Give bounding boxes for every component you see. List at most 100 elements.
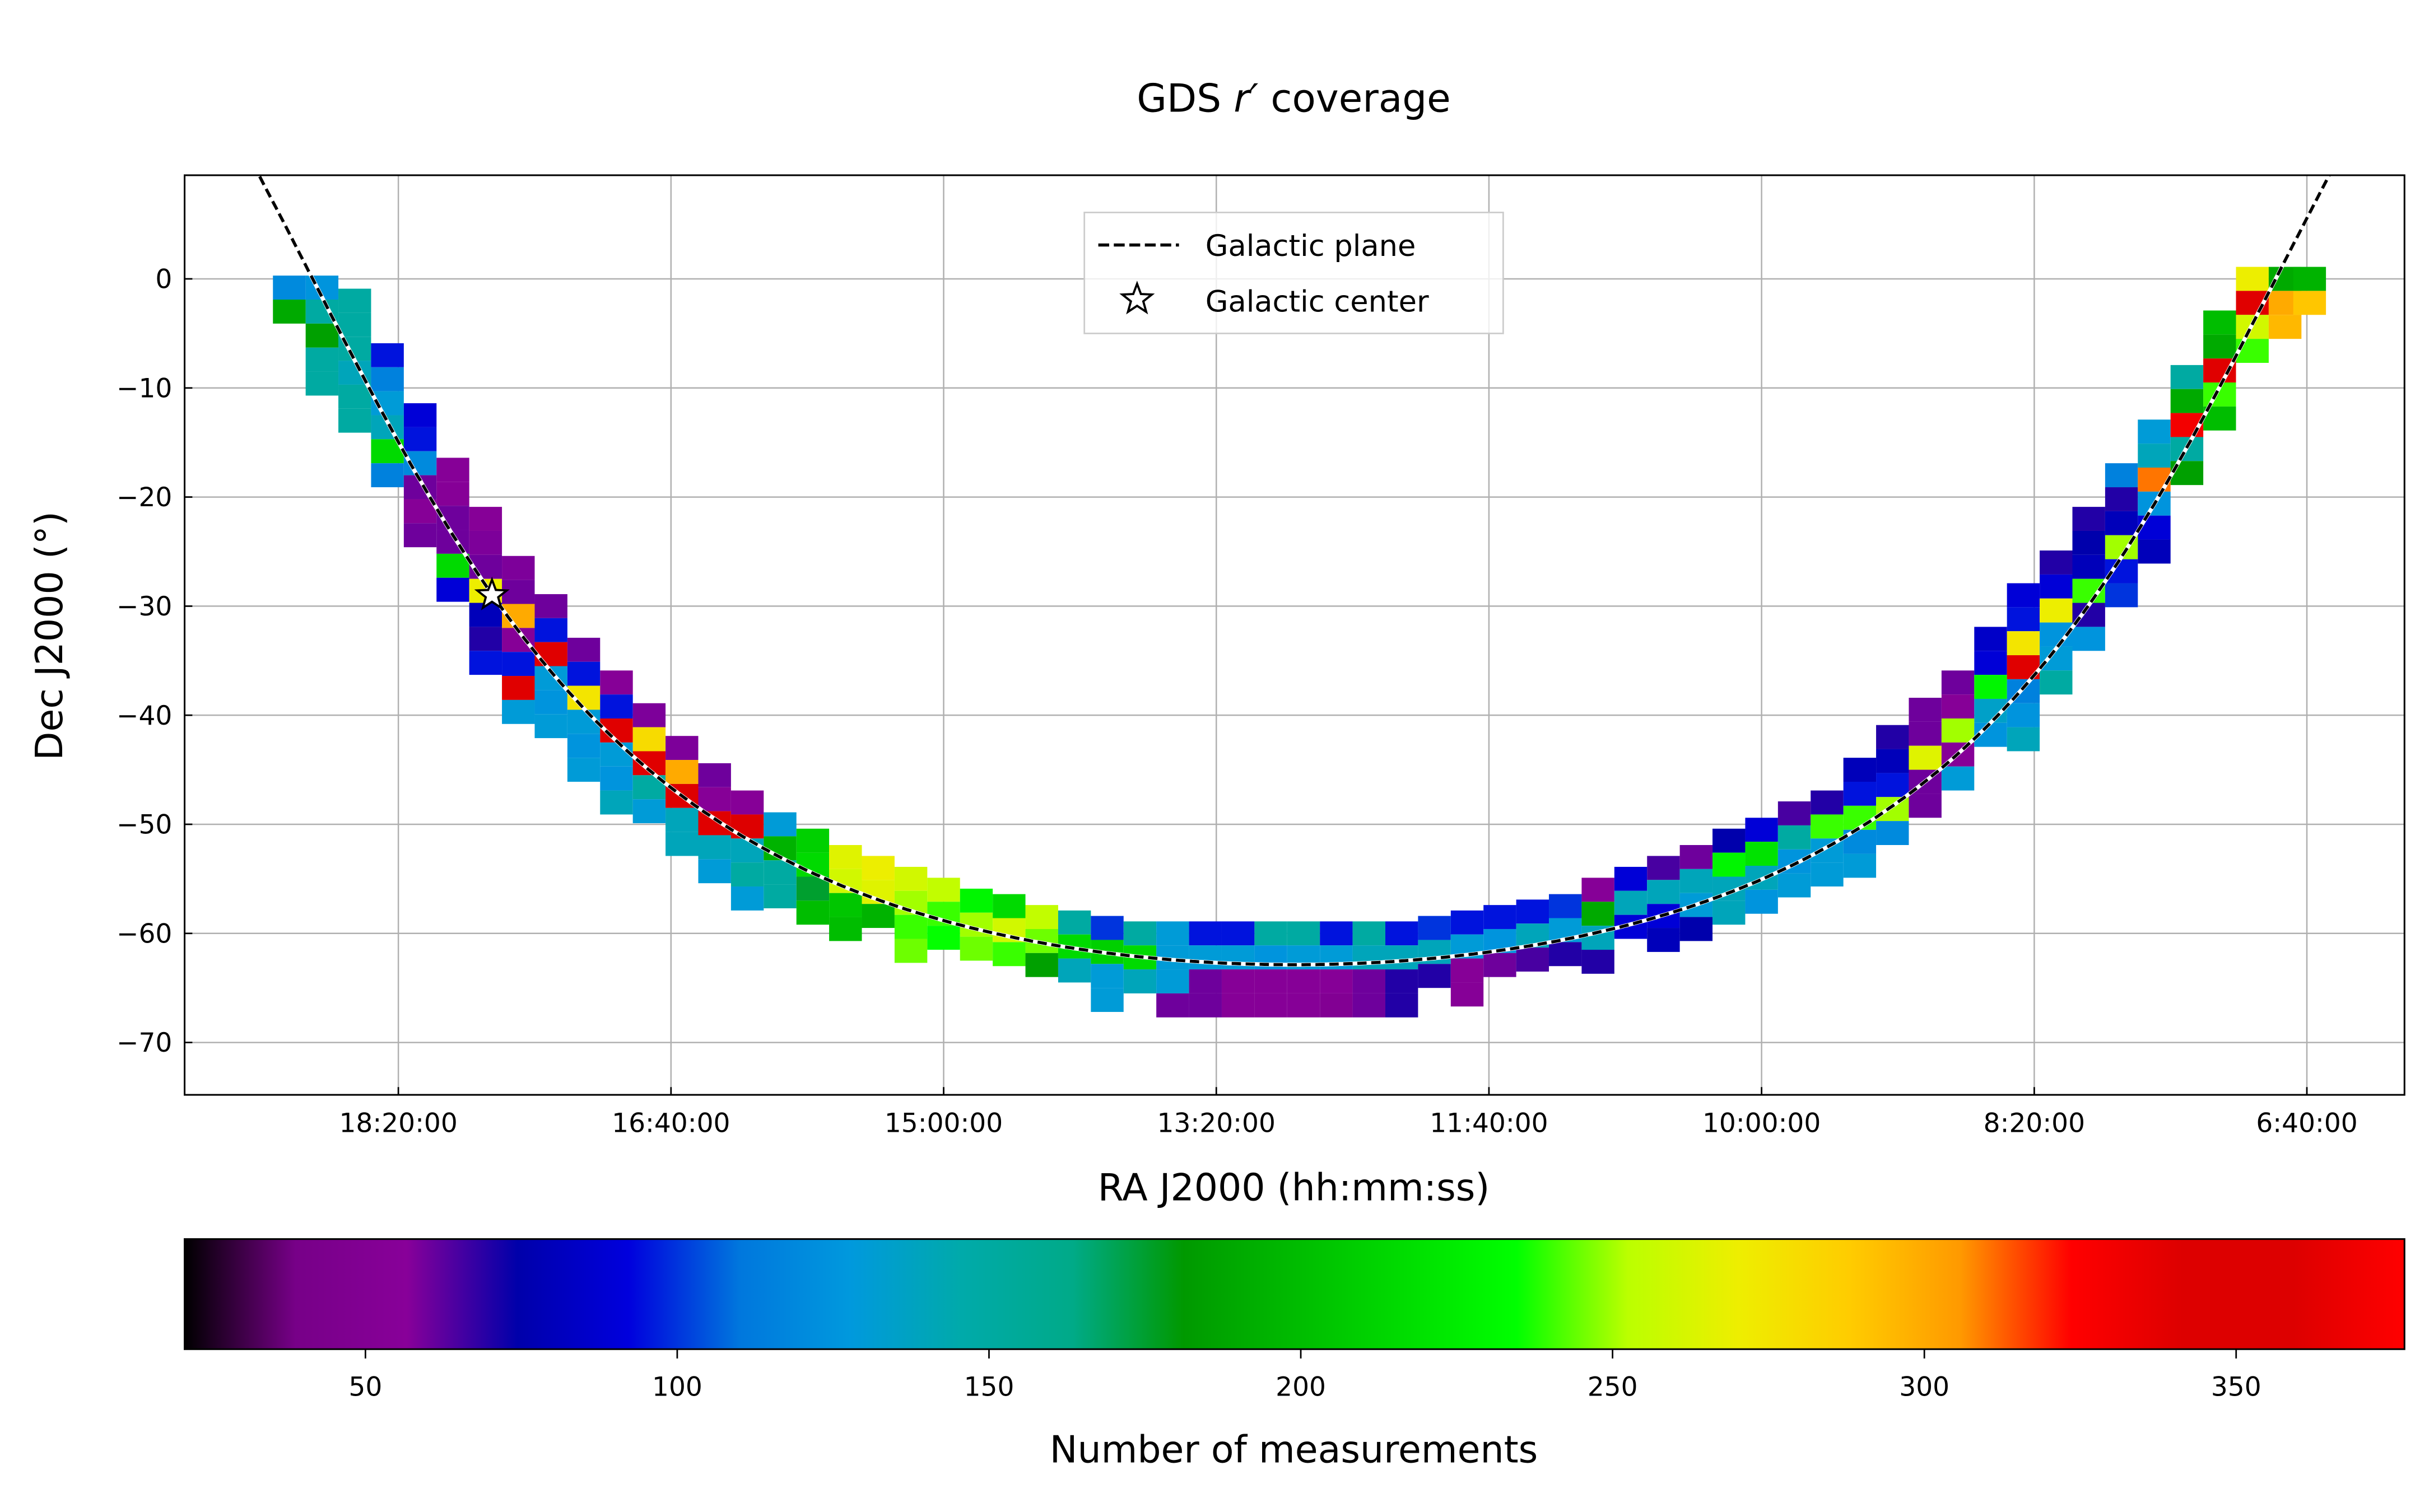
coverage-tile <box>1254 921 1287 946</box>
coverage-tile <box>1581 878 1614 902</box>
coverage-tile <box>2072 627 2105 651</box>
coverage-tile <box>2170 389 2204 413</box>
coverage-tile <box>2138 444 2171 468</box>
coverage-tile <box>2040 670 2073 695</box>
coverage-tile <box>698 763 731 787</box>
coverage-tile <box>632 727 666 752</box>
coverage-tile <box>403 427 437 451</box>
coverage-tile <box>2236 267 2269 291</box>
coverage-tile <box>764 884 797 908</box>
x-tick-label: 8:20:00 <box>1984 1108 2085 1139</box>
chart-title: GDS r′ coverage <box>1137 76 1450 121</box>
coverage-tile <box>305 347 339 372</box>
coverage-tile <box>1320 969 1353 993</box>
coverage-tile <box>1385 921 1418 946</box>
colorbar-ticks: 50 100 150 200 250 300 350 <box>348 1349 2261 1402</box>
coverage-tile <box>1254 993 1287 1018</box>
coverage-tile <box>698 859 731 884</box>
galactic-center-star-icon <box>474 576 510 610</box>
coverage-tile <box>2007 583 2040 608</box>
y-tick-label: −60 <box>117 918 172 949</box>
coverage-tile <box>2007 607 2040 632</box>
y-tick-label: −40 <box>117 701 172 731</box>
legend-star-icon <box>1119 281 1155 315</box>
coverage-tile <box>666 808 699 832</box>
title-band: r′ <box>1234 76 1258 121</box>
coverage-tile <box>567 661 601 686</box>
coverage-tile <box>403 523 437 548</box>
coverage-tile <box>567 637 601 662</box>
coverage-tile <box>1221 921 1255 946</box>
coverage-tile <box>2007 703 2040 727</box>
coverage-tile <box>1287 993 1320 1018</box>
y-tick-label: −10 <box>117 373 172 404</box>
coverage-tile <box>1614 866 1648 891</box>
coverage-tile <box>1843 782 1877 806</box>
coverage-tile <box>1091 964 1124 988</box>
coverage-tile <box>305 371 339 396</box>
legend-label-galactic-center: Galactic center <box>1206 285 1429 319</box>
coverage-tile <box>502 699 535 724</box>
coverage-tile <box>1450 958 1484 983</box>
coverage-tile <box>371 367 404 391</box>
coverage-tile <box>469 651 502 675</box>
coverage-tile <box>1516 948 1549 972</box>
coverage-tile <box>1483 953 1516 977</box>
coverage-tile <box>1418 964 1451 988</box>
coverage-tile <box>371 343 404 367</box>
coverage-tile <box>1385 945 1418 970</box>
coverage-tile <box>764 812 797 837</box>
coverage-tile <box>862 904 895 928</box>
coverage-tile <box>1189 969 1222 993</box>
coverage-tile <box>469 530 502 555</box>
coverage-tiles <box>273 267 2326 1018</box>
coverage-tile <box>1320 921 1353 946</box>
coverage-tile <box>1418 916 1451 940</box>
coverage-tile <box>2293 291 2326 315</box>
coverage-tile <box>2105 487 2138 511</box>
coverage-tile <box>1450 982 1484 1007</box>
coverage-tile <box>2293 267 2326 291</box>
coverage-tile <box>502 580 535 604</box>
coverage-tile <box>1614 890 1648 915</box>
coverage-tile <box>927 878 960 902</box>
coverage-tile <box>1909 794 1942 818</box>
y-tick-label: −70 <box>117 1028 172 1058</box>
coverage-tile <box>600 742 633 767</box>
coverage-tile <box>1483 905 1516 929</box>
colorbar-label: Number of measurements <box>1050 1427 1538 1471</box>
coverage-tile <box>1876 821 1909 845</box>
colorbar-tick-label: 350 <box>2211 1371 2261 1402</box>
coverage-tile <box>1974 675 2007 699</box>
coverage-tile <box>534 618 567 642</box>
coverage-tile <box>796 900 830 925</box>
colorbar-tick-label: 200 <box>1276 1371 1326 1402</box>
coverage-tile <box>1909 698 1942 722</box>
coverage-tile <box>894 939 928 963</box>
x-tick-label: 13:20:00 <box>1157 1108 1276 1139</box>
x-axis-label: RA J2000 (hh:mm:ss) <box>1098 1165 1490 1209</box>
coverage-tile <box>436 577 469 602</box>
coverage-tile <box>1025 953 1058 977</box>
coverage-tile <box>1876 797 1909 822</box>
colorbar-tick-label: 300 <box>1899 1371 1949 1402</box>
coverage-tile <box>2203 310 2236 335</box>
coverage-tile <box>1516 899 1549 924</box>
coverage-tile <box>829 844 862 869</box>
coverage-tile <box>1581 902 1614 926</box>
x-tick-label: 15:00:00 <box>885 1108 1003 1139</box>
coverage-tile <box>993 894 1026 918</box>
coverage-tile <box>1156 969 1189 993</box>
coverage-tile <box>1909 721 1942 746</box>
coverage-tile <box>1058 910 1091 935</box>
y-tick-label: −20 <box>117 482 172 513</box>
coverage-tile <box>1811 790 1844 815</box>
coverage-tile <box>600 766 633 791</box>
coverage-tile <box>2072 507 2105 531</box>
coverage-tile <box>960 936 993 961</box>
coverage-tile <box>371 463 404 488</box>
coverage-tile <box>1679 917 1713 941</box>
coverage-tile <box>1091 988 1124 1012</box>
coverage-tile <box>1549 894 1582 918</box>
coverage-tile <box>534 690 567 715</box>
